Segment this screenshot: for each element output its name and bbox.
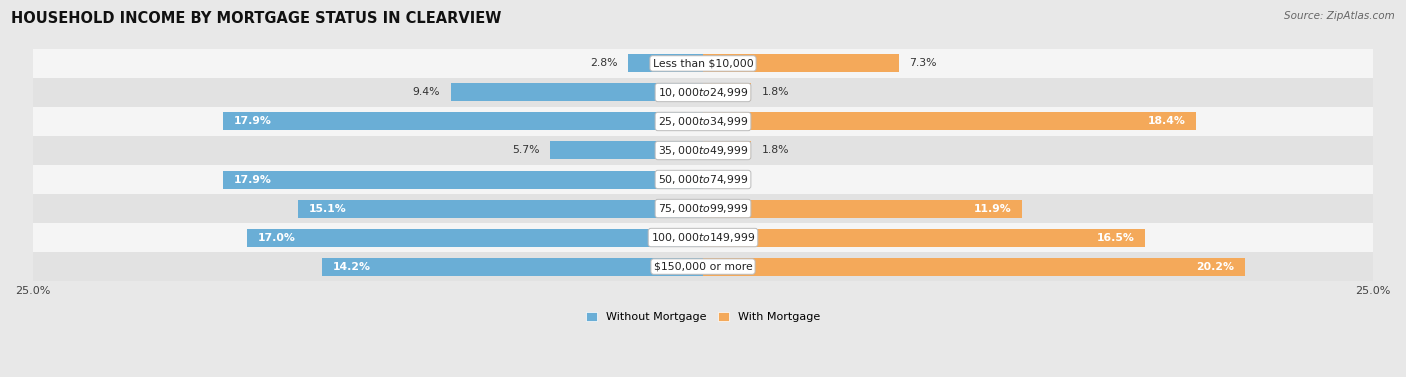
Text: 0.0%: 0.0% — [714, 175, 741, 184]
Text: $150,000 or more: $150,000 or more — [654, 262, 752, 271]
Bar — [32, 136, 1374, 165]
Text: 18.4%: 18.4% — [1147, 116, 1185, 126]
Bar — [298, 199, 703, 218]
Text: 7.3%: 7.3% — [910, 58, 936, 69]
Bar — [224, 170, 703, 188]
Legend: Without Mortgage, With Mortgage: Without Mortgage, With Mortgage — [582, 308, 824, 326]
Bar — [703, 228, 1146, 247]
Bar — [32, 194, 1374, 223]
Text: $25,000 to $34,999: $25,000 to $34,999 — [658, 115, 748, 128]
Text: 1.8%: 1.8% — [762, 146, 790, 155]
Bar — [32, 49, 1374, 78]
Bar — [628, 54, 703, 72]
Bar — [703, 54, 898, 72]
Text: 16.5%: 16.5% — [1097, 233, 1135, 242]
Text: $100,000 to $149,999: $100,000 to $149,999 — [651, 231, 755, 244]
Bar — [451, 83, 703, 101]
Bar — [32, 165, 1374, 194]
Text: HOUSEHOLD INCOME BY MORTGAGE STATUS IN CLEARVIEW: HOUSEHOLD INCOME BY MORTGAGE STATUS IN C… — [11, 11, 502, 26]
Text: 17.9%: 17.9% — [233, 116, 271, 126]
Text: $75,000 to $99,999: $75,000 to $99,999 — [658, 202, 748, 215]
Text: 2.8%: 2.8% — [589, 58, 617, 69]
Text: 17.9%: 17.9% — [233, 175, 271, 184]
Bar — [703, 141, 751, 159]
Text: Less than $10,000: Less than $10,000 — [652, 58, 754, 69]
Bar — [224, 112, 703, 130]
Bar — [247, 228, 703, 247]
Bar — [32, 107, 1374, 136]
Bar — [550, 141, 703, 159]
Bar — [703, 257, 1244, 276]
Text: 9.4%: 9.4% — [413, 87, 440, 98]
Text: 15.1%: 15.1% — [309, 204, 347, 213]
Text: 17.0%: 17.0% — [257, 233, 295, 242]
Text: 14.2%: 14.2% — [333, 262, 371, 271]
Bar — [703, 199, 1022, 218]
Text: 1.8%: 1.8% — [762, 87, 790, 98]
Text: 5.7%: 5.7% — [512, 146, 540, 155]
Bar — [32, 78, 1374, 107]
Text: 11.9%: 11.9% — [973, 204, 1011, 213]
Bar — [322, 257, 703, 276]
Bar — [32, 252, 1374, 281]
Text: 20.2%: 20.2% — [1197, 262, 1234, 271]
Bar — [703, 112, 1197, 130]
Bar — [703, 83, 751, 101]
Text: Source: ZipAtlas.com: Source: ZipAtlas.com — [1284, 11, 1395, 21]
Text: $35,000 to $49,999: $35,000 to $49,999 — [658, 144, 748, 157]
Text: $50,000 to $74,999: $50,000 to $74,999 — [658, 173, 748, 186]
Bar — [32, 223, 1374, 252]
Text: $10,000 to $24,999: $10,000 to $24,999 — [658, 86, 748, 99]
